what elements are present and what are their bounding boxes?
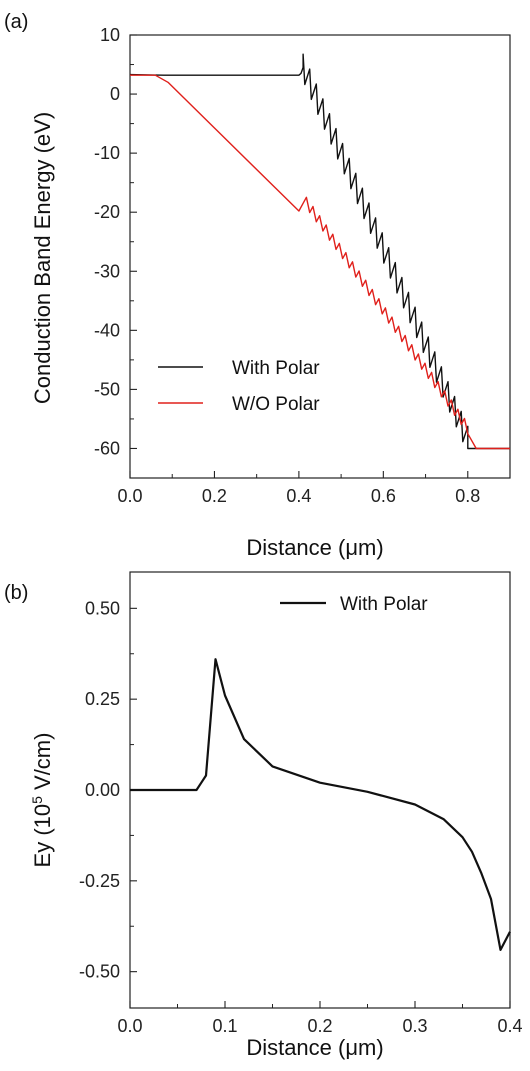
panel-a-frame xyxy=(129,34,511,479)
panel-b-xlabel: Distance (μm) xyxy=(246,1035,383,1060)
panel-a-ylabel: Conduction Band Energy (eV) xyxy=(30,112,55,404)
x-tick-label: 0.4 xyxy=(497,1016,522,1036)
y-tick-label: -50 xyxy=(94,379,120,399)
series-line-wo-polar xyxy=(130,74,510,450)
legend-a-label-with-polar: With Polar xyxy=(232,358,320,379)
x-tick-label: 0.2 xyxy=(202,486,227,506)
panel-b: (b) 0.0 0.1 0.2 0.3 0.4 0.50 0.25 0.00 -0.25 -0.5… xyxy=(4,571,523,1060)
panel-b-ticks: 0.0 0.1 0.2 0.3 0.4 0.50 0.25 0.00 -0.25 -0.50 xyxy=(79,598,523,1036)
panel-a-plot-area: 0.0 0.2 0.4 0.6 0.8 10 0 -10 -20 -30 -40 -50 -60 Wit… xyxy=(94,25,511,506)
panel-a-label: (a) xyxy=(4,11,28,33)
panel-a: (a) 0.0 0.2 0.4 0.6 0.8 10 0 -10 -20 -30 -40 -50 -60… xyxy=(4,11,511,560)
legend-b-label-with-polar: With Polar xyxy=(340,594,428,615)
x-tick-label: 0.0 xyxy=(117,486,142,506)
panel-a-xlabel: Distance (μm) xyxy=(246,535,383,560)
x-tick-label: 0.4 xyxy=(286,486,311,506)
y-tick-label: 0.25 xyxy=(85,689,120,709)
panel-b-ylabel-prefix: Ey (10 xyxy=(30,804,55,868)
y-tick-label: -0.25 xyxy=(79,871,120,891)
panel-a-legend: With Polar W/O Polar xyxy=(158,358,320,415)
panel-a-series xyxy=(129,53,510,450)
y-tick-label: -10 xyxy=(94,143,120,163)
x-tick-label: 0.8 xyxy=(455,486,480,506)
panel-b-ylabel-sup: 5 xyxy=(29,796,45,804)
y-tick-label: 0.50 xyxy=(85,598,120,618)
legend-a-label-wo-polar: W/O Polar xyxy=(232,394,320,415)
x-tick-label: 0.3 xyxy=(402,1016,427,1036)
panel-b-ylabel: Ey (105 V/cm) xyxy=(29,733,55,868)
y-tick-label: 0 xyxy=(110,84,120,104)
y-tick-label: -20 xyxy=(94,202,120,222)
y-tick-label: 0.00 xyxy=(85,780,120,800)
x-tick-label: 0.6 xyxy=(371,486,396,506)
panel-b-ylabel-suffix: V/cm) xyxy=(30,733,55,797)
x-tick-label: 0.1 xyxy=(212,1016,237,1036)
y-tick-label: -40 xyxy=(94,320,120,340)
panel-b-legend: With Polar xyxy=(280,594,428,615)
y-tick-label: -60 xyxy=(94,438,120,458)
x-tick-label: 0.0 xyxy=(117,1016,142,1036)
panel-a-ticks: 0.0 0.2 0.4 0.6 0.8 10 0 -10 -20 -30 -40 -50 -60 xyxy=(94,25,480,506)
y-tick-label: -0.50 xyxy=(79,962,120,982)
series-line-with-polar xyxy=(129,53,510,450)
panel-b-plot-area: 0.0 0.1 0.2 0.3 0.4 0.50 0.25 0.00 -0.25 -0.50 Wi… xyxy=(79,571,523,1036)
x-tick-label: 0.2 xyxy=(307,1016,332,1036)
y-tick-label: -30 xyxy=(94,261,120,281)
panel-b-series xyxy=(130,658,511,951)
series-line-with-polar xyxy=(130,658,511,951)
y-tick-label: 10 xyxy=(100,25,120,45)
panel-b-label: (b) xyxy=(4,582,28,604)
